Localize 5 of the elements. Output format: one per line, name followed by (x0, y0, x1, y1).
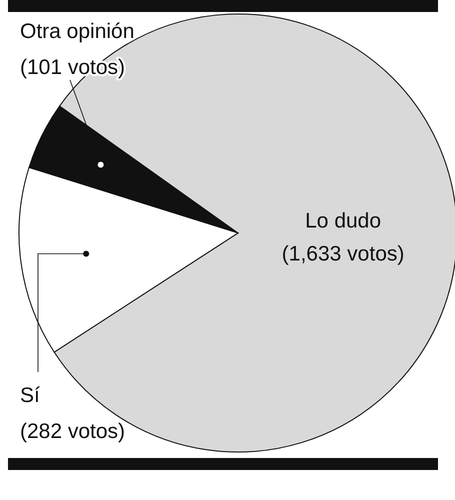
data-label: (1,633 votos) (282, 242, 404, 266)
slice-label: Sí (20, 384, 40, 407)
slice-label: Lo dudo (305, 209, 382, 232)
data-label: (282 votos) (20, 420, 126, 443)
slice-label: Otra opinión (20, 20, 134, 43)
